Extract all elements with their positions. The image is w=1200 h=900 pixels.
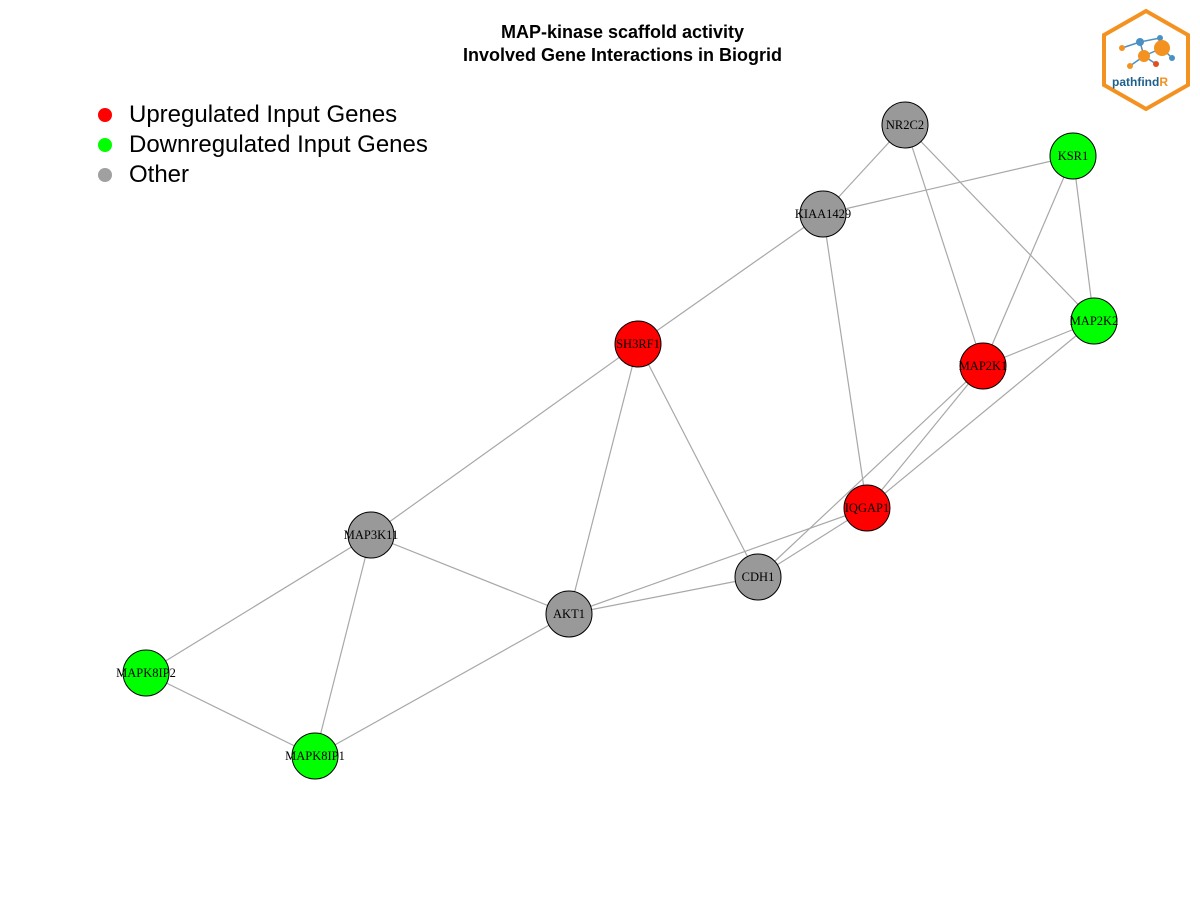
edge-akt1-mapk8ip1	[314, 613, 570, 757]
edge-ksr1-kiaa1429	[822, 155, 1074, 215]
legend-item-upregulated: Upregulated Input Genes	[96, 100, 428, 130]
legend-marker-downregulated	[98, 138, 112, 152]
pathfindr-logo: pathfindR	[1102, 8, 1190, 112]
edge-ksr1-map2k2	[1072, 155, 1095, 322]
node-label: MAP3K11	[344, 528, 398, 542]
legend-marker-upregulated	[98, 108, 112, 122]
edge-sh3rf1-map3k11	[370, 343, 639, 536]
node-mapk8ip1: MAPK8IP1	[285, 732, 345, 780]
node-circle	[959, 342, 1007, 390]
node-label: NR2C2	[886, 118, 924, 132]
node-label: IQGAP1	[845, 501, 889, 515]
node-label: MAPK8IP1	[285, 749, 345, 763]
node-ksr1: KSR1	[1049, 132, 1097, 180]
node-label: MAPK8IP2	[116, 666, 176, 680]
legend-item-other: Other	[96, 160, 428, 190]
node-circle	[881, 101, 929, 149]
edge-map2k2-iqgap1	[866, 320, 1095, 509]
edge-mapk8ip2-mapk8ip1	[145, 672, 316, 757]
chart-subtitle: Involved Gene Interactions in Biogrid	[462, 45, 783, 65]
edge-kiaa1429-sh3rf1	[637, 213, 824, 345]
node-circle	[734, 553, 782, 601]
node-label: MAP2K2	[1070, 314, 1119, 328]
node-circle	[545, 590, 593, 638]
node-label: KSR1	[1058, 149, 1089, 163]
node-circle	[843, 484, 891, 532]
node-label: AKT1	[553, 607, 585, 621]
node-kiaa1429: KIAA1429	[795, 190, 851, 238]
node-mapk8ip2: MAPK8IP2	[116, 649, 176, 697]
edge-sh3rf1-akt1	[568, 343, 639, 615]
edge-map2k1-cdh1	[757, 365, 984, 578]
legend: Upregulated Input Genes Downregulated In…	[96, 100, 428, 190]
edge-map2k1-iqgap1	[866, 365, 984, 509]
node-circle	[799, 190, 847, 238]
node-label: MAP2K1	[959, 359, 1008, 373]
edge-map3k11-mapk8ip1	[314, 534, 372, 757]
node-map2k1: MAP2K1	[959, 342, 1008, 390]
node-circle	[122, 649, 170, 697]
edge-iqgap1-akt1	[568, 507, 868, 615]
node-label: CDH1	[742, 570, 775, 584]
logo-text-main: pathfind	[1112, 75, 1159, 89]
edge-map3k11-akt1	[370, 534, 570, 615]
node-layer: NR2C2 KSR1 KIAA1429 MAP2K2 SH3RF1 MAP2K1 IQGAP…	[116, 101, 1119, 780]
node-sh3rf1: SH3RF1	[614, 320, 662, 368]
node-circle	[291, 732, 339, 780]
legend-item-downregulated: Downregulated Input Genes	[96, 130, 428, 160]
node-map2k2: MAP2K2	[1070, 297, 1119, 345]
node-akt1: AKT1	[545, 590, 593, 638]
node-circle	[347, 511, 395, 559]
legend-label-upregulated: Upregulated Input Genes	[129, 101, 398, 128]
edge-map3k11-mapk8ip2	[145, 534, 372, 674]
edge-layer	[145, 124, 1095, 757]
node-circle	[1049, 132, 1097, 180]
logo-text-accent: R	[1159, 75, 1168, 89]
node-nr2c2: NR2C2	[881, 101, 929, 149]
svg-text:pathfindR: pathfindR	[1112, 75, 1168, 89]
node-label: KIAA1429	[795, 207, 851, 221]
node-cdh1: CDH1	[734, 553, 782, 601]
legend-label-other: Other	[129, 161, 190, 188]
edge-ksr1-map2k1	[982, 155, 1074, 367]
legend-label-downregulated: Downregulated Input Genes	[129, 131, 428, 158]
edge-nr2c2-map2k1	[904, 124, 984, 367]
node-label: SH3RF1	[616, 337, 660, 351]
edge-nr2c2-map2k2	[904, 124, 1095, 322]
node-circle	[614, 320, 662, 368]
node-circle	[1070, 297, 1118, 345]
legend-marker-other	[98, 168, 112, 182]
node-map3k11: MAP3K11	[344, 511, 398, 559]
node-iqgap1: IQGAP1	[843, 484, 891, 532]
edge-kiaa1429-iqgap1	[822, 213, 868, 509]
chart-title: MAP-kinase scaffold activity	[500, 22, 745, 42]
edge-sh3rf1-cdh1	[637, 343, 759, 578]
edge-cdh1-akt1	[568, 576, 759, 615]
